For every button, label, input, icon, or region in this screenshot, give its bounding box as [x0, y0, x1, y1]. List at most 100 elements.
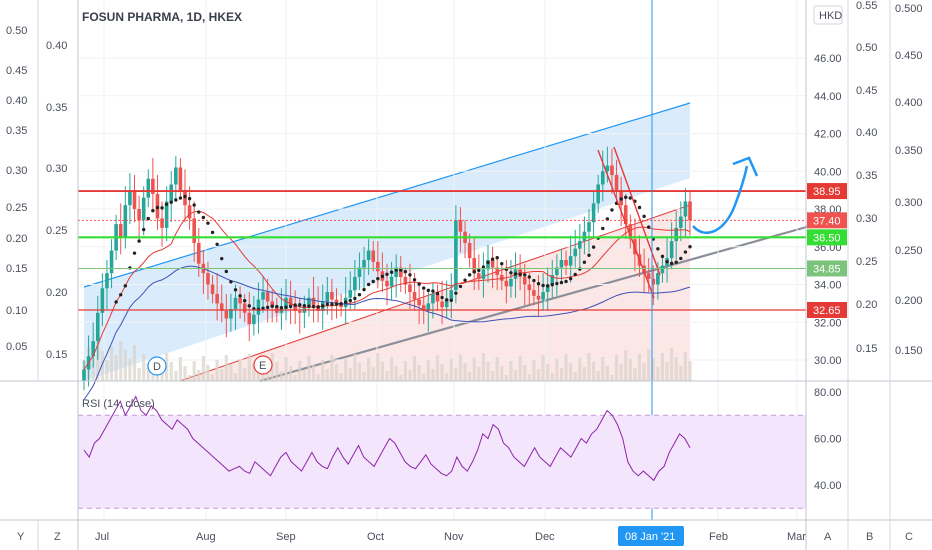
candle-body — [247, 312, 252, 325]
candle-body — [555, 267, 559, 276]
volume-bar — [605, 366, 609, 381]
price-tick: 30.00 — [814, 355, 842, 367]
candle-body — [224, 310, 229, 319]
candle-body — [504, 280, 509, 287]
dotted-ma-point — [426, 288, 431, 293]
dotted-ma-point — [550, 282, 554, 287]
left-inner-tick: 0.15 — [46, 349, 67, 361]
scale-button-y[interactable]: Y — [17, 531, 25, 543]
volume-bar — [357, 363, 362, 381]
scale-button-c[interactable]: C — [905, 531, 913, 543]
crosshair-date-badge — [618, 526, 684, 546]
dotted-ma-point — [224, 269, 229, 274]
dotted-ma-point — [674, 260, 678, 264]
volume-bar — [334, 364, 339, 381]
candle-body — [477, 273, 481, 279]
left-outer-tick: 0.10 — [6, 305, 27, 317]
dotted-ma-point — [270, 304, 274, 308]
candle-body — [242, 303, 247, 313]
dotted-ma-point — [119, 293, 123, 297]
price-label-layer: 38.95 37.40 36.50 34.85 32.65 — [807, 183, 847, 318]
scale-button-z[interactable]: Z — [54, 531, 61, 543]
candle-body — [371, 250, 376, 262]
volume-bar — [596, 371, 600, 381]
currency-button[interactable] — [813, 5, 843, 25]
event-marker-earnings[interactable] — [253, 355, 273, 375]
volume-bar — [504, 375, 508, 381]
dotted-ma-point — [601, 226, 605, 231]
right1-tick: 0.35 — [856, 170, 877, 182]
left-outer-tick: 0.35 — [6, 125, 27, 137]
rsi-pane — [78, 395, 806, 509]
volume-bar — [412, 356, 417, 381]
dotted-ma-point — [220, 256, 224, 261]
dotted-ma-point — [293, 303, 297, 307]
dotted-ma-point — [265, 305, 270, 310]
candle-body — [550, 275, 555, 285]
volume-bar — [454, 368, 458, 381]
candle-body — [178, 167, 183, 191]
volume-bar — [431, 369, 435, 381]
scale-button-a[interactable]: A — [824, 531, 832, 543]
scale-button-b[interactable]: B — [866, 531, 873, 543]
candle-body — [454, 220, 458, 291]
volume-bar — [279, 371, 284, 381]
time-label-feb: Feb — [709, 531, 728, 543]
volume-bar — [656, 367, 660, 381]
candle-body — [164, 201, 169, 228]
volume-bar — [183, 366, 187, 381]
dotted-ma-point — [155, 205, 160, 210]
time-label-dec: Dec — [535, 531, 555, 543]
candle-body — [403, 276, 408, 285]
candle-body — [610, 165, 614, 176]
volume-bar — [518, 356, 522, 381]
dotted-ma-point — [366, 282, 371, 287]
dotted-ma-point — [440, 295, 444, 300]
volume-bar — [523, 365, 527, 381]
dotted-ma-point — [371, 279, 375, 284]
candle-body — [270, 301, 275, 308]
candle-body — [591, 203, 596, 223]
volume-bar — [266, 367, 270, 381]
event-marker-d-label: D — [153, 361, 161, 373]
volume-bar — [495, 357, 499, 381]
volume-bar — [96, 342, 100, 381]
dotted-ma-point — [380, 274, 385, 279]
volume-bar — [394, 366, 398, 381]
rsi-band — [78, 415, 806, 509]
price-label-badge-support — [807, 229, 847, 246]
volume-bar — [670, 348, 674, 381]
falling-channel-line-1 — [597, 149, 655, 299]
dotted-ma-point — [642, 214, 646, 219]
right2-tick: 0.250 — [895, 245, 923, 257]
volume-bar — [206, 365, 210, 381]
dotted-ma-point — [559, 280, 564, 285]
volume-bar — [142, 354, 146, 381]
volume-bar — [197, 370, 201, 381]
volume-bar — [624, 350, 628, 381]
volume-bar — [660, 353, 665, 381]
dotted-ma-point — [146, 216, 150, 221]
dotted-ma-point — [624, 195, 628, 199]
volume-bar — [665, 362, 669, 381]
left-outer-tick: 0.15 — [6, 263, 27, 275]
candle-body — [527, 284, 532, 291]
crosshair-date-label: 08 Jan '21 — [625, 531, 675, 543]
dotted-ma-point — [288, 304, 293, 309]
candle-body — [444, 299, 449, 308]
dotted-ma-point — [242, 299, 247, 303]
candle-body — [91, 341, 95, 357]
dotted-ma-point — [197, 210, 201, 214]
candle-body — [509, 278, 513, 287]
right1-tick: 0.25 — [856, 256, 877, 268]
candle-body — [536, 295, 541, 300]
dotted-ma-point — [527, 275, 532, 279]
dotted-ma-point — [307, 304, 311, 308]
dotted-ma-point — [376, 276, 380, 281]
dotted-ma-point — [665, 259, 669, 264]
volume-bar — [321, 360, 325, 381]
event-marker-dividend[interactable] — [147, 356, 167, 376]
candle-body — [284, 297, 288, 310]
volume-bar — [417, 365, 421, 381]
rsi-tick: 40.00 — [814, 480, 842, 492]
